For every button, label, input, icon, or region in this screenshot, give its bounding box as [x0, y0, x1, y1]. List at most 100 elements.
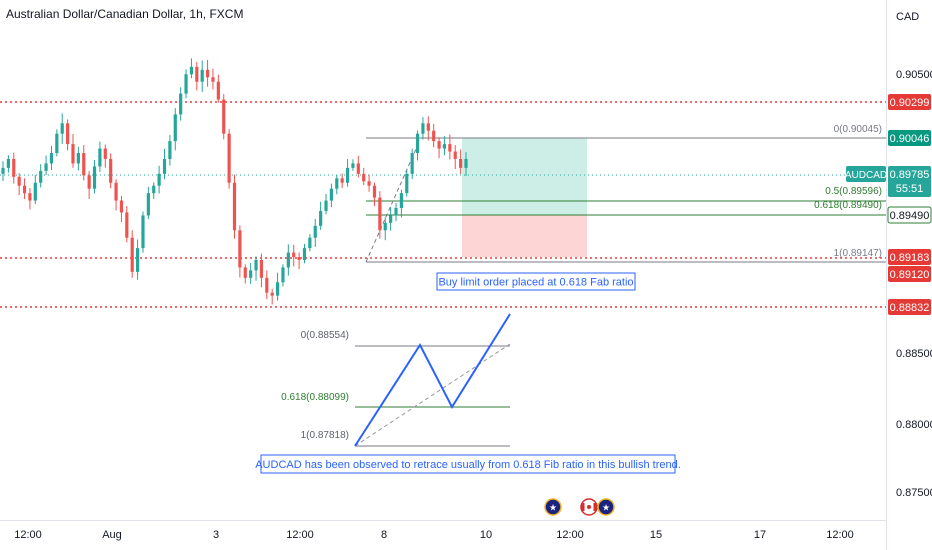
time-tick: 3 — [213, 529, 219, 541]
price-tick: 0.87500 — [896, 487, 932, 499]
fib-example-label-1: 1(0.87818) — [301, 430, 349, 441]
candle-body — [60, 123, 64, 134]
candle-body — [254, 260, 258, 271]
candle-body — [66, 123, 70, 145]
price-tag-low — [888, 299, 931, 315]
candle-body — [432, 130, 436, 142]
profit-zone[interactable] — [462, 138, 587, 215]
fib-example-label-0: 0(0.88554) — [301, 330, 349, 341]
candle-body — [292, 252, 296, 258]
candle-body — [389, 215, 393, 223]
candle-body — [383, 222, 387, 231]
price-tag-support — [888, 266, 931, 282]
time-tick: 8 — [381, 529, 387, 541]
fib-main-trendline[interactable] — [365, 139, 421, 263]
candle-body — [459, 158, 463, 168]
candle-body — [146, 193, 150, 216]
bullish-zigzag-path[interactable] — [354, 313, 511, 447]
candle-body — [184, 74, 188, 94]
candle-body — [39, 170, 43, 183]
price-tick: 0.90500 — [896, 69, 932, 81]
candle-body — [98, 148, 102, 167]
candle-body — [195, 66, 199, 82]
time-tick: 12:00 — [556, 529, 584, 541]
candle-body — [211, 77, 215, 82]
candle-body — [130, 237, 134, 272]
candle-body — [415, 133, 420, 154]
time-tick: Aug — [102, 529, 122, 541]
candle-body — [265, 277, 269, 293]
order-note-box[interactable] — [436, 272, 636, 291]
candle-body — [394, 208, 398, 216]
fib-example-label-0618: 0.618(0.88099) — [281, 392, 349, 403]
candle-body — [222, 99, 226, 134]
symbol-tag-text: AUDCAD — [845, 170, 887, 181]
candle-body — [249, 270, 253, 278]
price-tag-low-text: 0.88832 — [890, 302, 930, 314]
candle-body — [335, 178, 339, 189]
price-tag-resistance — [888, 94, 931, 110]
canada-flag-icon[interactable] — [580, 498, 598, 516]
candle-body — [453, 151, 457, 159]
svg-text:★: ★ — [602, 503, 610, 513]
price-tag-resistance-text: 0.90299 — [890, 97, 930, 109]
candle-body — [33, 182, 37, 201]
candle-body — [351, 163, 355, 168]
countdown-text: 55:51 — [896, 183, 924, 195]
price-tag-stop-text: 0.89183 — [890, 252, 930, 264]
trend-note-box[interactable] — [260, 454, 676, 474]
candle-body — [275, 282, 280, 296]
candle-body — [135, 248, 140, 272]
time-tick: 12:00 — [14, 529, 42, 541]
australia-flag-icon[interactable]: ★ — [544, 498, 562, 516]
candle-body — [324, 200, 328, 211]
candle-body — [22, 185, 27, 194]
candle-body — [437, 141, 441, 149]
fib-main-label-05: 0.5(0.89596) — [825, 186, 882, 197]
candle-body — [399, 193, 403, 208]
candle-body — [442, 144, 447, 149]
time-tick: 12:00 — [826, 529, 854, 541]
candle-body — [259, 260, 264, 278]
australia-flag-icon[interactable]: ★ — [597, 498, 615, 516]
candle-body — [44, 163, 48, 171]
price-tag-target — [888, 130, 931, 146]
trend-note-text: AUDCAD has been observed to retrace usua… — [255, 459, 681, 471]
price-tick: 0.88000 — [896, 419, 932, 431]
candle-body — [152, 185, 156, 194]
fib-main-label-1: 1(0.89147) — [834, 248, 882, 259]
candle-body — [421, 123, 425, 134]
plot-area[interactable] — [0, 0, 886, 520]
price-tag-stop — [888, 249, 931, 265]
candle-body — [405, 173, 409, 194]
price-tag-support-text: 0.89120 — [890, 269, 930, 281]
candle-body — [362, 173, 366, 182]
order-note-text: Buy limit order placed at 0.618 Fab rati… — [438, 277, 633, 289]
candle-body — [426, 123, 430, 131]
candle-body — [82, 153, 86, 176]
candle-body — [302, 248, 307, 260]
fib-example-trendline[interactable] — [354, 343, 511, 447]
time-tick: 15 — [650, 529, 662, 541]
candle-body — [286, 252, 290, 268]
candle-body — [103, 148, 107, 159]
candle-body — [281, 267, 285, 283]
loss-zone[interactable] — [462, 215, 587, 257]
candle-body — [313, 225, 317, 238]
price-tag-entry-text: 0.89490 — [890, 210, 930, 222]
candle-body — [6, 158, 10, 168]
candle-body — [109, 158, 113, 183]
candlestick-series[interactable] — [1, 58, 468, 305]
candle-body — [297, 257, 301, 260]
candle-body — [205, 69, 210, 78]
chart-title: Australian Dollar/Canadian Dollar, 1h, F… — [6, 7, 244, 21]
price-tag-entry — [887, 206, 932, 224]
currency-label: CAD — [896, 11, 919, 23]
candle-body — [17, 176, 21, 186]
candle-body — [372, 185, 377, 198]
candle-body — [141, 215, 145, 249]
fib-main-label-0: 0(0.90045) — [834, 124, 882, 135]
candle-body — [308, 237, 312, 249]
candle-body — [200, 69, 204, 82]
